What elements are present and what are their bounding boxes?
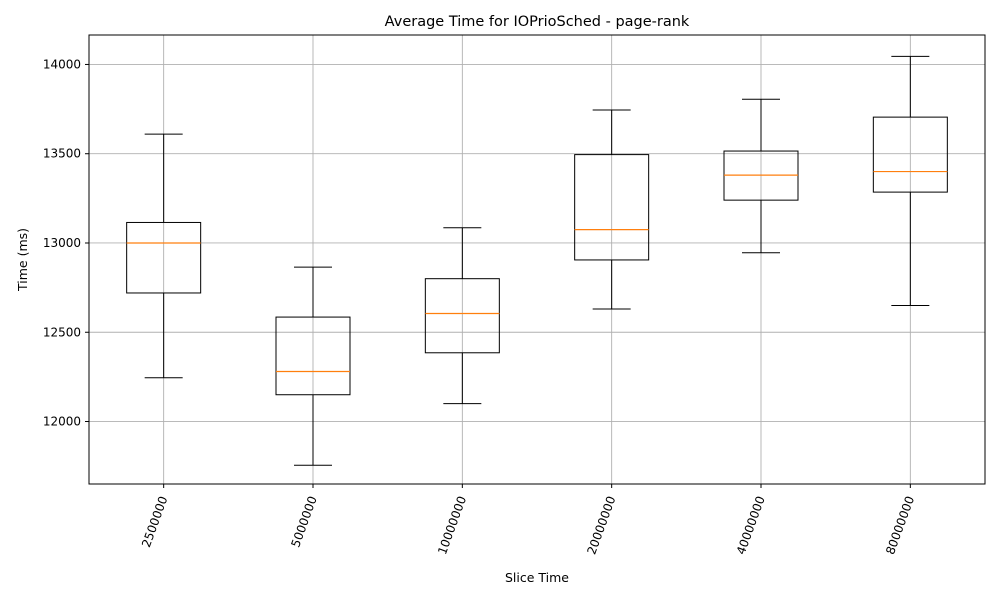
chart-title: Average Time for IOPrioSched - page-rank	[385, 14, 690, 30]
x-tick-label: 80000000	[883, 494, 917, 556]
iqr-box	[424, 278, 500, 354]
box-10000000	[424, 227, 500, 405]
box-80000000	[872, 55, 948, 306]
box-5000000	[275, 266, 351, 466]
iqr-box	[275, 316, 351, 396]
axis-ticks: 12000 12500 13000 13500 14000 2500000 5000000 1…	[43, 57, 917, 556]
y-axis-label: Time (ms)	[15, 228, 30, 292]
grid-lines	[89, 35, 985, 484]
box-series	[126, 55, 948, 466]
y-tick-label: 12000	[43, 415, 81, 429]
x-axis-label: Slice Time	[505, 570, 569, 585]
iqr-box	[872, 116, 948, 193]
x-tick-label: 10000000	[435, 494, 469, 556]
plot-area-frame	[88, 34, 986, 485]
y-tick-label: 14000	[43, 57, 81, 71]
iqr-box	[126, 221, 202, 294]
box-2500000	[126, 133, 202, 379]
box-40000000	[723, 98, 799, 254]
y-tick-label: 13000	[43, 236, 81, 250]
x-tick-label: 5000000	[288, 494, 319, 549]
y-tick-label: 13500	[43, 147, 81, 161]
box-20000000	[574, 109, 650, 310]
x-tick-label: 2500000	[139, 494, 170, 549]
y-tick-label: 12500	[43, 325, 81, 339]
x-tick-label: 40000000	[734, 494, 768, 556]
iqr-box	[574, 154, 650, 261]
x-tick-label: 20000000	[584, 494, 618, 556]
